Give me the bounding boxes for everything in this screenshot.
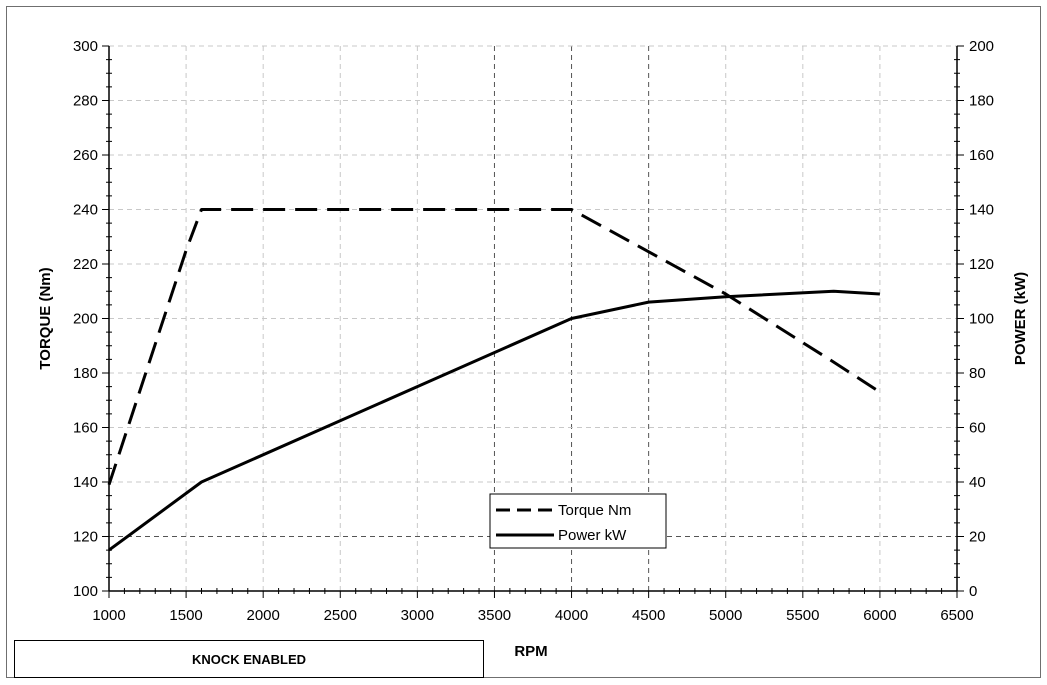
y-left-tick-label: 180 — [73, 365, 98, 382]
legend-box — [489, 493, 667, 549]
knock-label: KNOCK ENABLED — [191, 651, 307, 667]
x-tick-label: 5000 — [709, 607, 742, 624]
y-left-tick-label: 260 — [73, 147, 98, 164]
x-tick-label: 6000 — [863, 607, 896, 624]
x-tick-label: 2500 — [324, 607, 357, 624]
y-left-tick-label: 160 — [73, 420, 98, 437]
y-right-tick-label: 160 — [969, 147, 994, 164]
legend: Torque Nm Power kW — [489, 493, 667, 549]
y-right-tick-label: 140 — [969, 202, 994, 219]
x-tick-label: 3500 — [478, 607, 511, 624]
y-left-tick-label: 120 — [73, 529, 98, 546]
x-tick-label: 4500 — [632, 607, 665, 624]
knock-status-box: KNOCK ENABLED — [14, 640, 484, 678]
y-right-tick-label: 0 — [969, 583, 977, 600]
axes: 1000 1500 2000 2500 3000 3500 4000 4500 5000 5500… — [73, 38, 994, 624]
y-left-tick-label: 300 — [73, 38, 98, 55]
y-right-axis-title: POWER (kW) — [1012, 272, 1029, 365]
y-left-tick-label: 200 — [73, 311, 98, 328]
y-left-tick-label: 280 — [73, 93, 98, 110]
y-left-tick-label: 140 — [73, 474, 98, 491]
y-right-tick-label: 100 — [969, 311, 994, 328]
y-right-tick-label: 120 — [969, 256, 994, 273]
y-right-tick-label: 60 — [969, 420, 986, 437]
y-right-tick-label: 20 — [969, 529, 986, 546]
chart-frame — [6, 6, 1041, 678]
torque-line — [107, 208, 881, 486]
x-tick-label: 3000 — [401, 607, 434, 624]
x-tick-label: 4000 — [555, 607, 588, 624]
y-left-axis-title: TORQUE (Nm) — [37, 267, 54, 369]
series — [107, 208, 881, 552]
x-tick-label: 6500 — [940, 607, 973, 624]
x-tick-label: 2000 — [246, 607, 279, 624]
legend-label-power: Power kW — [558, 527, 627, 544]
x-tick-label: 1500 — [169, 607, 202, 624]
x-axis-title: RPM — [514, 643, 547, 660]
y-right-tick-label: 200 — [969, 38, 994, 55]
x-tick-label: 1000 — [92, 607, 125, 624]
legend-label-torque: Torque Nm — [558, 502, 631, 519]
power-line — [108, 289, 880, 552]
y-right-tick-label: 80 — [969, 365, 986, 382]
y-right-tick-label: 40 — [969, 474, 986, 491]
y-left-tick-label: 220 — [73, 256, 98, 273]
y-left-tick-label: 100 — [73, 583, 98, 600]
y-right-tick-label: 180 — [969, 93, 994, 110]
x-tick-label: 5500 — [786, 607, 819, 624]
y-left-tick-label: 240 — [73, 202, 98, 219]
